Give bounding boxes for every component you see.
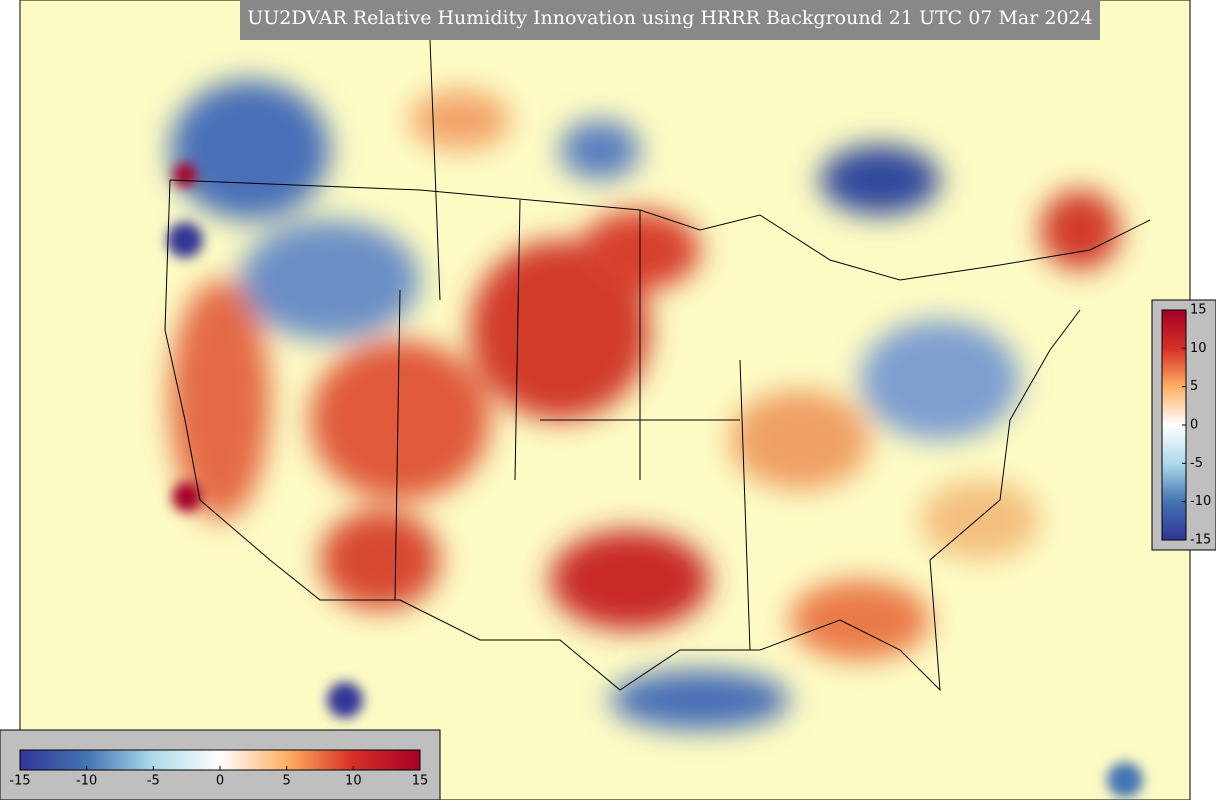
title-box — [240, 0, 1100, 40]
map-title: UU2DVAR Relative Humidity Innovation usi… — [247, 7, 1092, 29]
innovation-spots — [167, 163, 1143, 798]
colorbar-tick-label: 10 — [1190, 341, 1207, 356]
colorbar-tick-label: -10 — [1190, 494, 1211, 509]
colorbar-tick-label: 15 — [1190, 303, 1207, 318]
colorbar-tick-label: -10 — [76, 774, 97, 789]
colorbar-tick-label: 5 — [1190, 379, 1198, 394]
colorbar-tick-label: 5 — [283, 774, 291, 789]
colorbar-tick-label: -15 — [1190, 533, 1211, 548]
colorbar-tick-label: 15 — [412, 774, 429, 789]
colorbar-tick-label: 0 — [1190, 418, 1198, 433]
colorbar-tick-label: -5 — [147, 774, 160, 789]
colorbar-tick-label: -5 — [1190, 456, 1203, 471]
colorbar-tick-label: 10 — [345, 774, 362, 789]
borders — [164, 39, 1151, 692]
colorbar-tick-label: -15 — [9, 774, 30, 789]
colorbar-tick-label: 0 — [216, 774, 224, 789]
